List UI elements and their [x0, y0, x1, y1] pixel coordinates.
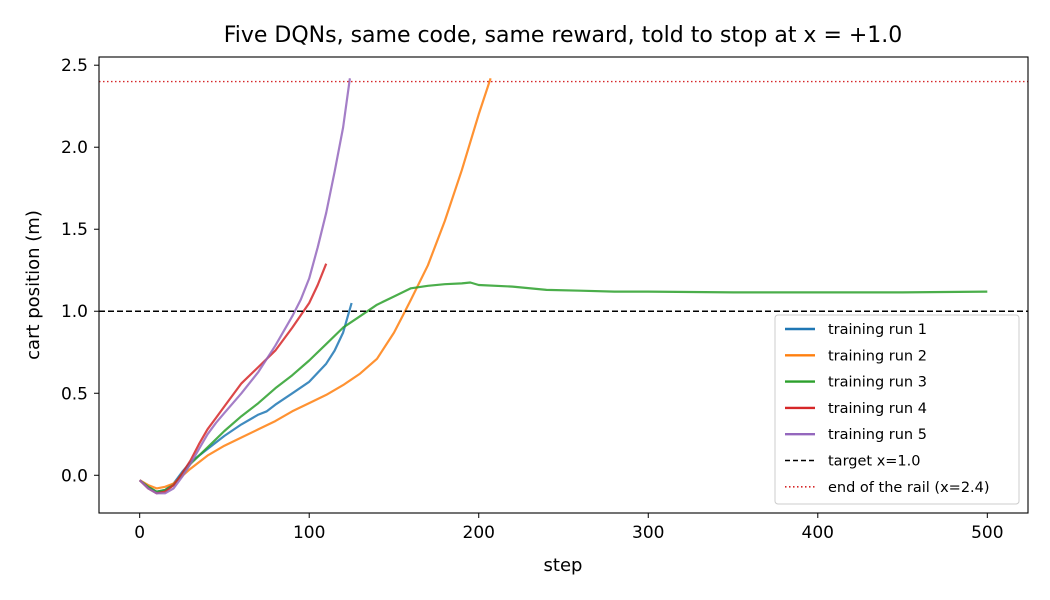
legend-label: training run 5 [828, 427, 927, 443]
x-axis-ticks: 0 100 200 300 400 500 [134, 513, 1004, 543]
legend-items: training run 1 training run 2 training run… [785, 322, 990, 496]
x-tick-label: 300 [632, 523, 664, 543]
y-axis-label: cart position (m) [23, 210, 44, 360]
plot-frame [98, 56, 1029, 514]
training-run-5-line [138, 78, 351, 495]
training-run-2-line [139, 77, 492, 490]
chart-title: Five DQNs, same code, same reward, told … [224, 23, 903, 48]
legend-label: training run 4 [828, 401, 927, 417]
x-tick-label: 400 [802, 523, 834, 543]
y-tick-label: 0.0 [61, 466, 88, 486]
x-tick-label: 0 [134, 523, 145, 543]
y-tick-label: 1.0 [61, 302, 88, 322]
y-tick-label: 0.5 [61, 384, 88, 404]
training-run-4-line [138, 263, 328, 495]
y-tick-label: 2.0 [61, 138, 88, 158]
y-tick-label: 1.5 [61, 220, 88, 240]
x-tick-label: 100 [293, 523, 325, 543]
y-axis-ticks: 0.0 0.5 1.0 1.5 2.0 2.5 [61, 56, 99, 486]
legend-label: training run 2 [828, 348, 927, 364]
x-tick-label: 500 [971, 523, 1003, 543]
legend-label: training run 3 [828, 375, 927, 391]
x-tick-label: 200 [463, 523, 495, 543]
legend-frame [774, 314, 1020, 505]
legend: training run 1 training run 2 training run… [774, 314, 1020, 505]
reference-lines [99, 80, 1028, 312]
series-layer [138, 77, 988, 495]
x-axis-label: step [544, 555, 583, 576]
legend-label: training run 1 [828, 322, 927, 338]
y-tick-label: 2.5 [61, 56, 88, 76]
legend-label: end of the rail (x=2.4) [828, 480, 990, 496]
legend-label: target x=1.0 [828, 454, 921, 470]
